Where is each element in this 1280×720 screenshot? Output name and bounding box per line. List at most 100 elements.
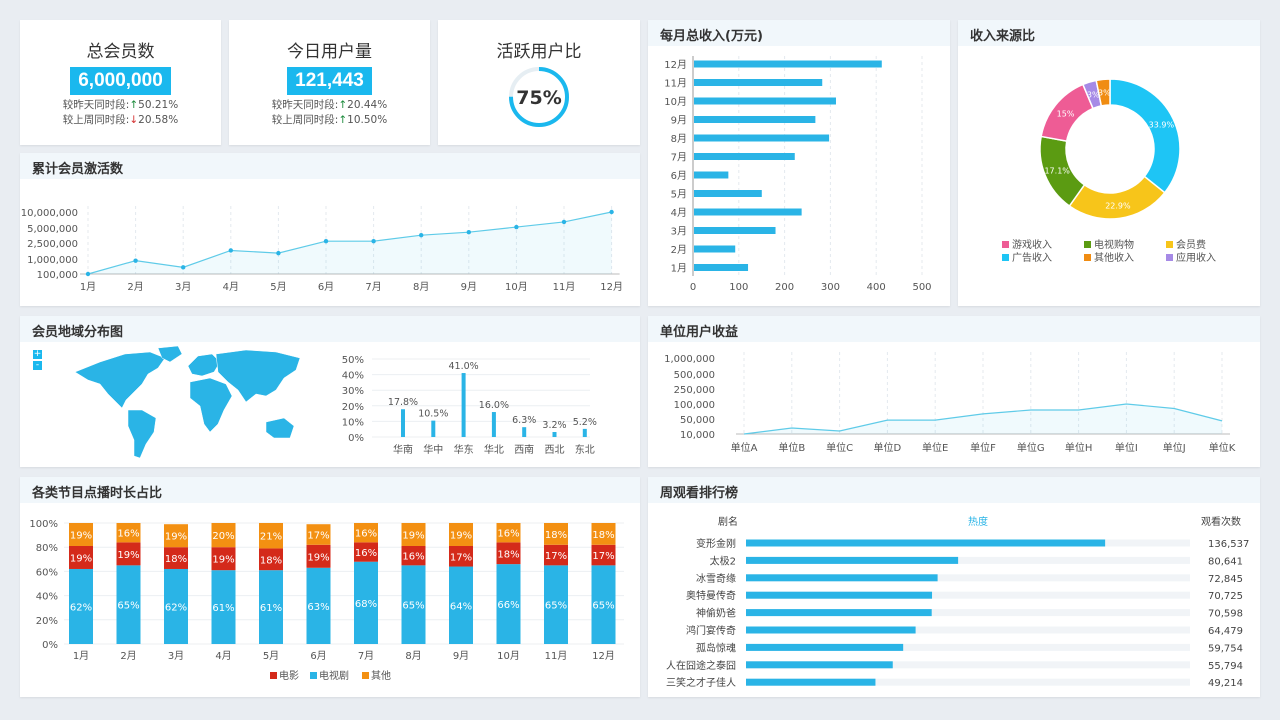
row-count: 55,794 xyxy=(1208,661,1243,672)
bar-segment xyxy=(354,523,378,543)
legend-swatch xyxy=(1166,254,1173,261)
x-tick-label: 4月 xyxy=(215,650,231,662)
legend-label: 会员费 xyxy=(1176,238,1206,251)
compare-label: 较上周同时段: xyxy=(271,114,339,126)
x-tick-label: 7月 xyxy=(365,281,381,293)
x-tick-label: 单位K xyxy=(1209,441,1236,454)
legend-swatch xyxy=(1002,254,1009,261)
kpi-value: 6,000,000 xyxy=(70,67,171,95)
genre-stacked-chart: 0% 20% 40% 60% 80% 100% 62% 19% 19% 1月 65% 19% 16% 2月… xyxy=(29,519,624,682)
bar xyxy=(746,626,916,634)
row-count: 72,845 xyxy=(1208,574,1243,585)
segment-label: 62% xyxy=(70,602,92,613)
bar-track xyxy=(746,591,1190,599)
bar-segment xyxy=(116,523,141,543)
bar xyxy=(491,412,496,437)
x-tick-label: 华东 xyxy=(454,443,474,456)
y-tick-label: 50,000 xyxy=(680,415,715,426)
y-tick-label: 10,000,000 xyxy=(21,208,78,219)
slice-label: 3% xyxy=(1098,88,1111,97)
x-tick-label: 单位C xyxy=(826,441,853,454)
segment-label: 64% xyxy=(450,601,472,612)
x-tick-label: 5月 xyxy=(270,281,286,293)
map-zoom-out-button[interactable]: - xyxy=(33,361,42,370)
compare-label: 较昨天同时段: xyxy=(271,99,339,111)
bar-segment xyxy=(164,547,188,569)
y-tick-label: 2,500,000 xyxy=(27,239,78,250)
bar xyxy=(461,373,466,437)
y-tick-label: 10% xyxy=(342,417,364,428)
bar-segment xyxy=(354,561,378,644)
x-tick-label: 单位A xyxy=(731,441,758,454)
data-label: 10.5% xyxy=(418,409,448,420)
bar xyxy=(694,116,816,123)
bar-track xyxy=(746,556,1190,564)
x-tick-label: 单位H xyxy=(1065,441,1093,454)
panel-title: 收入来源比 xyxy=(958,20,1260,46)
panel-title: 每月总收入(万元) xyxy=(648,20,950,46)
panel-revenue-source: 收入来源比 33.9% 22.9% 17.1% 15% 3% 3% 游戏收入 电视购物 会员费广… xyxy=(958,20,1260,306)
x-tick-label: 单位E xyxy=(922,441,948,454)
arrow-up-icon: ↑ xyxy=(338,114,348,126)
gauge-value: 75% xyxy=(516,87,561,109)
bar-track xyxy=(746,609,1190,617)
kpi-title: 今日用户量 xyxy=(287,42,372,62)
bar xyxy=(694,245,736,253)
x-tick-label: 9月 xyxy=(453,650,469,662)
legend-label: 应用收入 xyxy=(1176,251,1216,264)
map-zoom-in-button[interactable]: + xyxy=(33,349,42,359)
bar-track xyxy=(746,661,1190,669)
y-tick-label: 9月 xyxy=(671,115,687,127)
x-tick-label: 单位I xyxy=(1115,441,1138,454)
segment-label: 21% xyxy=(260,532,282,543)
legend-swatch xyxy=(1084,254,1091,261)
map-africa xyxy=(189,377,233,433)
data-label: 41.0% xyxy=(449,361,479,372)
x-tick-label: 单位G xyxy=(1017,441,1045,454)
slice-label: 33.9% xyxy=(1149,120,1175,129)
map-europe xyxy=(187,353,221,377)
bar-segment xyxy=(164,524,188,548)
kpi-card-active-ratio: 活跃用户比 75% xyxy=(438,20,640,145)
map-australia xyxy=(265,417,295,439)
y-tick-label: 8月 xyxy=(671,133,687,145)
segment-label: 19% xyxy=(117,550,139,561)
panel-genre-share: 各类节目点播时长占比 0% 20% 40% 60% 80% 100% 62% 19% 19% 1月… xyxy=(20,477,640,697)
segment-label: 19% xyxy=(70,553,92,564)
bar-segment xyxy=(69,568,93,644)
line-area xyxy=(88,212,612,274)
row-name: 冰雪奇缘 xyxy=(696,572,736,585)
y-tick-label: 40% xyxy=(342,371,364,382)
map-north-america xyxy=(74,351,166,409)
segment-label: 61% xyxy=(260,603,282,614)
data-label: 17.8% xyxy=(388,397,418,408)
segment-label: 19% xyxy=(165,532,187,543)
y-tick-label: 40% xyxy=(36,592,58,603)
data-point xyxy=(466,230,471,235)
data-point xyxy=(276,250,281,256)
x-tick-label: 7月 xyxy=(358,650,374,662)
bar-track xyxy=(746,574,1190,582)
donut-slice xyxy=(1068,175,1166,220)
x-tick-label: 单位F xyxy=(970,441,996,454)
panel-title: 会员地域分布图 xyxy=(20,316,640,342)
bar-segment xyxy=(69,545,93,569)
panel-title: 各类节目点播时长占比 xyxy=(20,477,640,503)
x-tick-label: 12月 xyxy=(600,281,623,293)
slice-label: 15% xyxy=(1057,109,1075,118)
bar-segment xyxy=(354,542,378,562)
y-tick-label: 0% xyxy=(42,640,58,651)
bar-segment xyxy=(401,545,426,566)
bar-segment xyxy=(496,523,521,543)
world-map[interactable] xyxy=(70,344,310,464)
kpi-title: 总会员数 xyxy=(86,42,155,62)
data-point xyxy=(371,239,376,244)
arrow-up-icon: ↑ xyxy=(129,99,139,111)
bar xyxy=(746,574,938,582)
y-tick-label: 0% xyxy=(348,433,364,444)
row-name: 孤岛惊魂 xyxy=(696,641,736,654)
segment-label: 16% xyxy=(497,529,519,540)
line-area xyxy=(744,404,1222,434)
activation-chart: 1月 2月 3月 4月 5月 6月 7月 8月 9月 10月 11月 12月 100,000 1,000,… xyxy=(21,206,623,293)
y-tick-label: 5月 xyxy=(671,189,687,201)
